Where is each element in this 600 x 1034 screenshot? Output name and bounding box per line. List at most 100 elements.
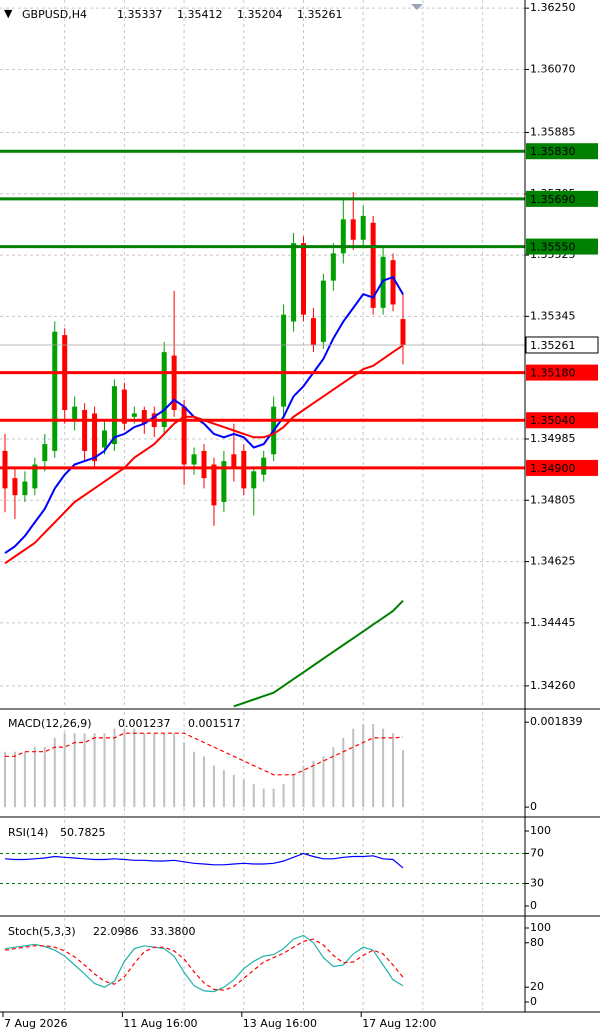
x-tick-label: 11 Aug 16:00 [123, 1017, 197, 1030]
x-tick-label: 17 Aug 12:00 [362, 1017, 436, 1030]
dropdown-arrow[interactable]: ▼ [4, 7, 13, 20]
candle-body [301, 243, 306, 315]
candle-body [191, 454, 197, 465]
macd-readout: 0.001237 [118, 717, 171, 730]
candle-body [221, 461, 227, 502]
y-tick-label: 1.35345 [530, 309, 576, 322]
x-tick-label: 7 Aug 2026 [4, 1017, 67, 1030]
indicator-line [4, 934, 404, 993]
high-readout: 1.35412 [177, 8, 223, 21]
candle-body [181, 406, 187, 465]
histogram-bar [362, 724, 365, 808]
histogram-bar [382, 728, 385, 808]
candle-body [42, 444, 48, 462]
rsi-title: RSI(14) [8, 826, 48, 839]
histogram-bar [163, 733, 166, 808]
stoch-d-readout: 33.3800 [150, 925, 196, 938]
histogram-bar [153, 733, 156, 808]
candle-body [390, 260, 396, 305]
histogram-bar [183, 742, 186, 808]
histogram-bar [222, 770, 225, 808]
signal-line [4, 938, 404, 991]
candle-body [340, 219, 346, 254]
candle-body [241, 450, 247, 489]
histogram-bar [352, 728, 355, 808]
histogram-bar [302, 765, 305, 808]
y-tick-label: 0 [530, 800, 537, 813]
histogram-bar [23, 751, 26, 808]
y-tick-label: 80 [530, 936, 544, 949]
histogram-bar [372, 724, 375, 808]
candle-body [400, 319, 406, 345]
candle-body [141, 410, 147, 424]
rsi-readout: 50.7825 [60, 826, 106, 839]
histogram-bar [312, 760, 315, 808]
histogram-bar [173, 733, 176, 808]
close-readout: 1.35261 [297, 8, 343, 21]
y-tick-label: 100 [530, 824, 551, 837]
candle-body [350, 219, 356, 240]
candle-body [52, 331, 58, 451]
histogram-bar [43, 747, 46, 808]
candle-body [291, 243, 297, 322]
histogram-bar [392, 733, 395, 808]
histogram-bar [232, 774, 235, 808]
y-tick-label: 1.35885 [530, 125, 576, 138]
level-label-box [526, 364, 598, 381]
indicator-line [233, 600, 404, 708]
candle-body [310, 318, 316, 346]
histogram-bar [63, 733, 66, 808]
candle-body [201, 450, 207, 479]
candle-body [131, 413, 137, 417]
candle-body [161, 352, 167, 428]
x-tick-label: 13 Aug 16:00 [243, 1017, 317, 1030]
histogram-bar [203, 756, 205, 808]
candle-body [171, 355, 177, 411]
symbol: GBPUSD,H4 [22, 8, 87, 21]
histogram-bar [212, 765, 215, 808]
histogram-bar [332, 747, 335, 808]
candle-body [360, 215, 366, 240]
level-label-box [526, 459, 598, 476]
level-label: 1.35830 [530, 145, 576, 158]
y-tick-label: 1.34805 [530, 493, 576, 506]
histogram-bar [93, 733, 96, 808]
level-label-box [526, 412, 598, 429]
level-label: 1.35040 [530, 414, 576, 427]
histogram-bar [193, 751, 196, 808]
level-label-box [526, 143, 598, 160]
candle-body [320, 280, 326, 342]
candle-body [211, 464, 217, 506]
histogram-bar [123, 728, 126, 808]
histogram-bar [322, 756, 325, 808]
price-label-box [525, 336, 599, 354]
y-tick-label: 1.34260 [530, 679, 576, 692]
histogram-bar [4, 751, 6, 808]
candle-body [111, 386, 117, 445]
level-label: 1.34900 [530, 462, 576, 475]
candle-body [22, 481, 28, 496]
y-tick-label: 70 [530, 847, 544, 860]
stoch-title: Stoch(5,3,3) [8, 925, 76, 938]
y-tick-label: 100 [530, 921, 551, 934]
candle-body [121, 389, 127, 424]
histogram-bar [402, 750, 404, 808]
y-tick-label: 0 [530, 995, 537, 1008]
candle-body [82, 410, 88, 451]
candle-body [261, 457, 267, 475]
y-tick-label: 1.34445 [530, 616, 576, 629]
histogram-bar [53, 737, 56, 808]
y-tick-label: 1.34985 [530, 432, 576, 445]
candle-body [251, 471, 257, 489]
shift-marker[interactable] [411, 4, 423, 10]
price-label: 1.35261 [530, 339, 576, 352]
y-tick-label: 1.36250 [530, 1, 576, 14]
y-tick-label: 0 [530, 899, 537, 912]
level-label: 1.35180 [530, 367, 576, 380]
histogram-bar [242, 779, 245, 808]
histogram-bar [113, 728, 116, 808]
candle-body [281, 314, 287, 407]
